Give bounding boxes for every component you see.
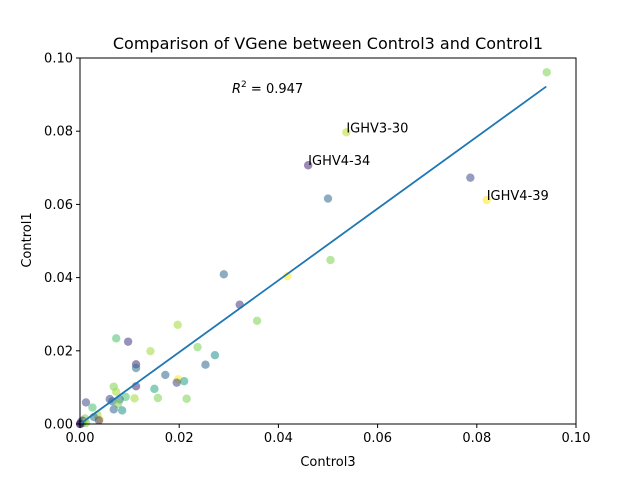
y-tick-label: 0.08 xyxy=(44,125,73,140)
y-tick-label: 0.04 xyxy=(44,271,73,286)
data-point xyxy=(303,161,313,170)
r-squared-symbol: R xyxy=(232,82,241,97)
data-point xyxy=(109,405,118,414)
x-tick-label: 0.10 xyxy=(562,431,591,446)
data-point xyxy=(112,334,121,343)
fit-line xyxy=(79,85,547,425)
axes-frame xyxy=(79,57,577,425)
data-point xyxy=(219,270,229,279)
data-point xyxy=(193,342,202,352)
data-point xyxy=(123,337,133,346)
gene-annotation: IGHV4-34 xyxy=(308,154,370,169)
data-point xyxy=(201,360,210,369)
y-tick-label: 0.06 xyxy=(44,198,73,213)
data-point xyxy=(146,346,155,356)
data-point xyxy=(94,416,104,425)
data-point xyxy=(131,363,141,373)
data-point xyxy=(283,271,292,281)
data-point xyxy=(210,350,220,360)
data-point xyxy=(88,403,97,412)
data-point xyxy=(482,195,491,205)
x-tick-label: 0.06 xyxy=(363,431,392,446)
data-point xyxy=(81,398,91,407)
data-point xyxy=(172,378,181,387)
y-tick-label: 0.10 xyxy=(44,52,73,67)
data-point xyxy=(252,316,262,325)
data-point xyxy=(542,68,551,77)
y-tick-label: 0.02 xyxy=(44,344,73,359)
chart-title: Comparison of VGene between Control3 and… xyxy=(113,34,543,53)
r-squared-annotation: R2 = 0.947 xyxy=(232,80,303,97)
gene-annotation: IGHV4-39 xyxy=(487,189,549,204)
data-point xyxy=(150,384,159,394)
data-point xyxy=(173,320,182,330)
r-squared-exponent: 2 xyxy=(241,80,247,90)
data-point xyxy=(326,255,335,265)
data-point xyxy=(112,387,121,396)
data-point xyxy=(466,173,475,182)
y-tick-label: 0.00 xyxy=(44,418,73,433)
x-tick-label: 0.08 xyxy=(462,431,491,446)
r-squared-value: = 0.947 xyxy=(247,82,303,97)
data-point xyxy=(130,394,139,403)
data-point xyxy=(153,393,163,403)
data-point xyxy=(182,394,191,403)
plot-area: IGHV3-30 IGHV4-34 IGHV4-39 0.00 0.02 0.04 0.06… xyxy=(44,52,590,447)
data-point xyxy=(179,376,189,386)
x-tick-label: 0.04 xyxy=(264,431,293,446)
data-point xyxy=(161,370,170,380)
data-point xyxy=(342,128,351,137)
gene-annotation: IGHV3-30 xyxy=(346,121,408,136)
y-axis-label: Control1 xyxy=(20,212,35,267)
x-tick-label: 0.02 xyxy=(165,431,194,446)
data-point xyxy=(323,194,333,203)
x-axis-label: Control3 xyxy=(300,455,355,470)
data-point xyxy=(117,406,127,415)
x-tick-label: 0.00 xyxy=(66,431,95,446)
